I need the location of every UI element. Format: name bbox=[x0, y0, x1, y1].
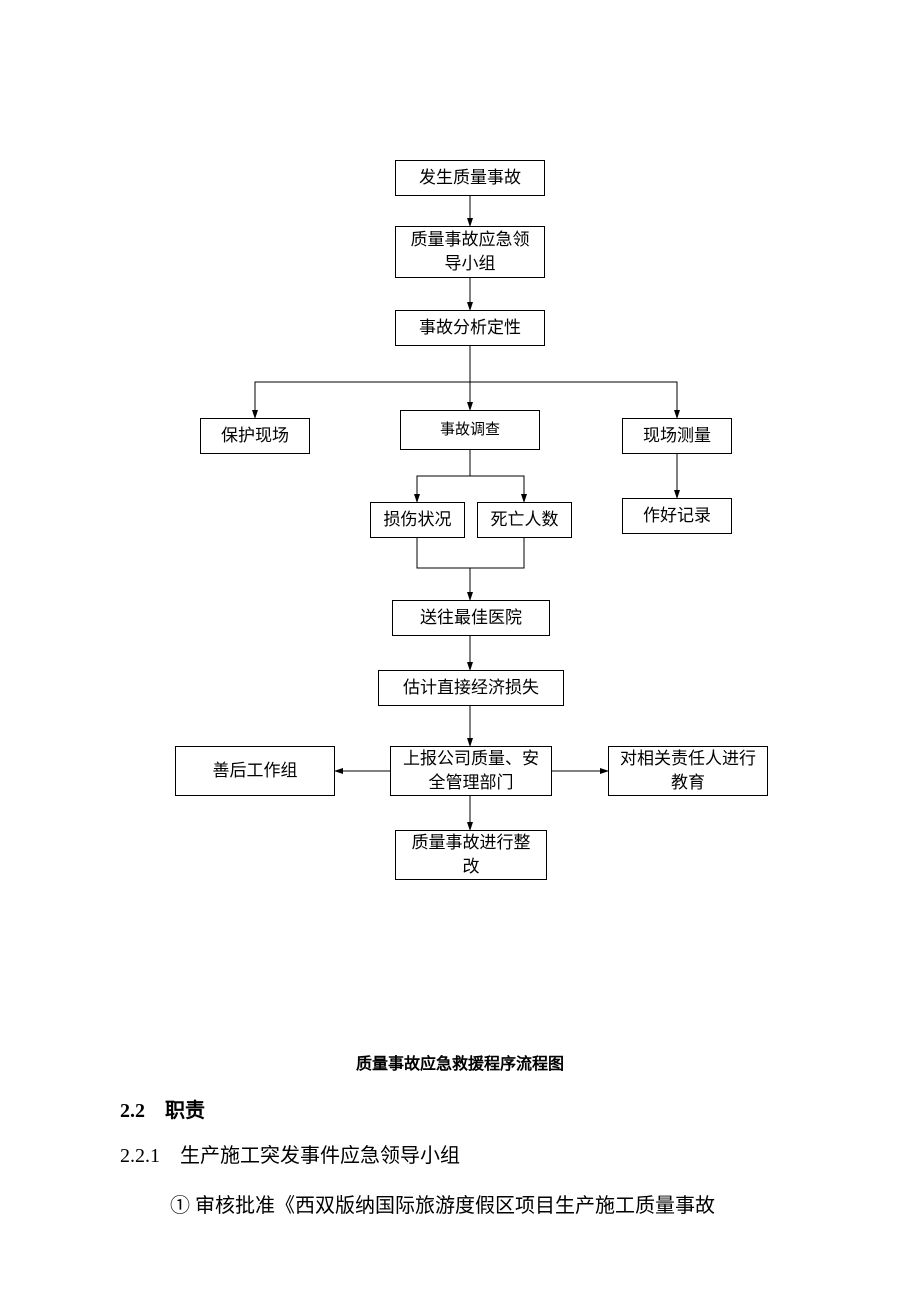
list-marker: ① bbox=[170, 1195, 190, 1217]
flowchart-edges bbox=[0, 150, 920, 1020]
flow-node-n14: 对相关责任人进行教育 bbox=[608, 746, 768, 796]
flow-node-n7: 损伤状况 bbox=[370, 502, 465, 538]
flow-edge bbox=[417, 476, 470, 502]
flow-node-n5: 事故调查 bbox=[400, 410, 540, 450]
flowchart-caption: 质量事故应急救援程序流程图 bbox=[0, 1050, 920, 1074]
flow-node-n8: 死亡人数 bbox=[477, 502, 572, 538]
flow-edge bbox=[470, 538, 524, 568]
flow-node-n12: 善后工作组 bbox=[175, 746, 335, 796]
section-number: 2.2 bbox=[120, 1100, 145, 1122]
flow-node-n13: 上报公司质量、安全管理部门 bbox=[390, 746, 552, 796]
flow-node-n4: 保护现场 bbox=[200, 418, 310, 454]
flowchart-container: 发生质量事故质量事故应急领导小组事故分析定性保护现场 事故调查 现场测量损伤状况死亡… bbox=[0, 150, 920, 1020]
section-heading: 2.2 职责 bbox=[120, 1094, 920, 1123]
flow-node-n11: 估计直接经济损失 bbox=[378, 670, 564, 706]
flow-edge bbox=[417, 538, 470, 568]
flow-node-n1: 发生质量事故 bbox=[395, 160, 545, 196]
section-title: 职责 bbox=[165, 1100, 205, 1122]
flow-edge bbox=[470, 476, 524, 502]
flow-node-n10: 送往最佳医院 bbox=[392, 600, 550, 636]
flow-node-n3: 事故分析定性 bbox=[395, 310, 545, 346]
subsection-title: 生产施工突发事件应急领导小组 bbox=[180, 1145, 460, 1167]
list-text: 审核批准《西双版纳国际旅游度假区项目生产施工质量事故 bbox=[195, 1195, 715, 1217]
subsection-number: 2.2.1 bbox=[120, 1145, 160, 1167]
body-paragraph: ① 审核批准《西双版纳国际旅游度假区项目生产施工质量事故 bbox=[170, 1188, 800, 1224]
subsection-heading: 2.2.1 生产施工突发事件应急领导小组 bbox=[120, 1139, 920, 1168]
flow-node-n2: 质量事故应急领导小组 bbox=[395, 226, 545, 278]
flow-node-n6: 现场测量 bbox=[622, 418, 732, 454]
flow-node-n9: 作好记录 bbox=[622, 498, 732, 534]
document-page: 发生质量事故质量事故应急领导小组事故分析定性保护现场 事故调查 现场测量损伤状况死亡… bbox=[0, 0, 920, 1304]
flow-node-n15: 质量事故进行整改 bbox=[395, 830, 547, 880]
